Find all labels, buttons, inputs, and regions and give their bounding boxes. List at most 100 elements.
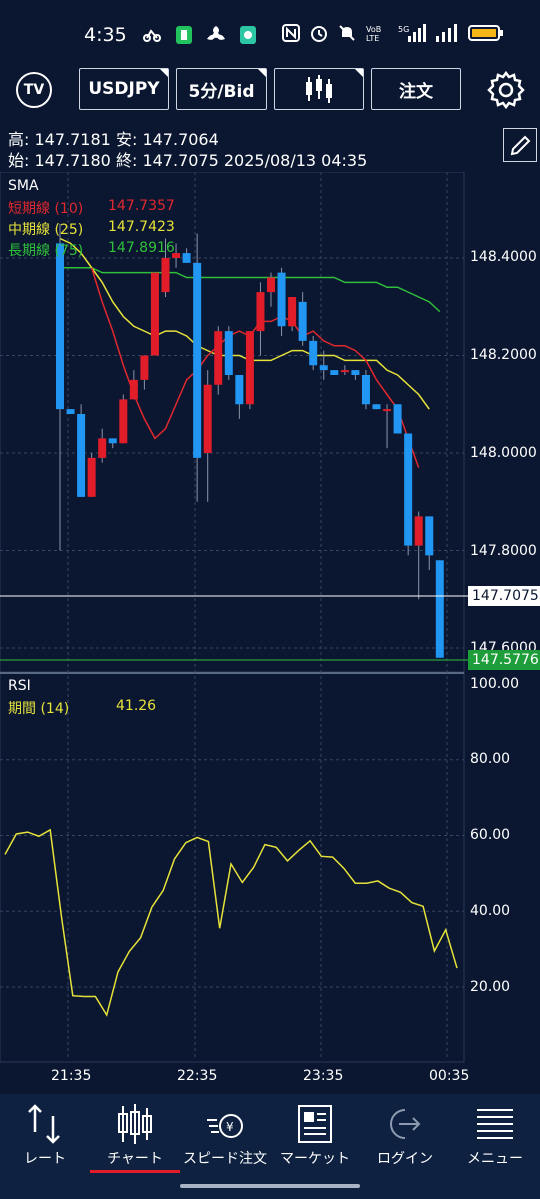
candle-body bbox=[319, 365, 328, 371]
candlestick-icon bbox=[306, 75, 332, 103]
low-value: 147.7064 bbox=[142, 130, 219, 149]
nav-login[interactable]: ログイン bbox=[360, 1094, 450, 1172]
corner-marker bbox=[355, 69, 363, 77]
svg-text:VoB: VoB bbox=[366, 25, 381, 34]
rsi-title: RSI bbox=[8, 678, 31, 694]
candle-body bbox=[119, 399, 128, 444]
status-bar: 4:35 VoB LTE 5G bbox=[0, 0, 540, 60]
timeframe-button[interactable]: 5分/Bid bbox=[176, 68, 267, 110]
svg-text:5G: 5G bbox=[398, 25, 409, 34]
sma-long-price-label: 147.5776 bbox=[468, 650, 540, 670]
open-label: 始: bbox=[8, 151, 30, 170]
candle-body bbox=[140, 355, 149, 380]
gear-icon[interactable] bbox=[486, 70, 526, 110]
rsi-value: 41.26 bbox=[116, 698, 157, 714]
candle-body bbox=[129, 379, 138, 400]
candle-body bbox=[56, 243, 64, 410]
timeframe-label: 5分/Bid bbox=[188, 81, 255, 102]
price-tick: 148.4000 bbox=[470, 249, 537, 265]
nav-label: マーケット bbox=[280, 1151, 350, 1167]
sma-long-line bbox=[60, 267, 441, 313]
datetime-value: 2025/08/13 04:35 bbox=[223, 151, 368, 170]
mute-icon bbox=[339, 25, 355, 41]
ohlc-info: 高: 147.7181 安: 147.7064 始: 147.7180 終: 1… bbox=[0, 124, 540, 172]
chart-icon bbox=[118, 1104, 152, 1144]
sma-mid-line bbox=[59, 237, 430, 410]
nav-label: メニュー bbox=[467, 1151, 523, 1167]
candle-body bbox=[256, 292, 265, 332]
sma-mid-value: 147.7423 bbox=[108, 219, 175, 235]
open-value: 147.7180 bbox=[34, 151, 111, 170]
tradingview-logo[interactable]: TV bbox=[16, 72, 52, 108]
candle-body bbox=[98, 438, 107, 458]
candle-body bbox=[150, 272, 159, 356]
nav-chart[interactable]: チャート bbox=[90, 1094, 180, 1172]
candle-body bbox=[224, 331, 233, 375]
app-notification-icon bbox=[176, 26, 192, 44]
rsi-tick: 40.00 bbox=[470, 903, 511, 919]
close-label: 終: bbox=[115, 151, 138, 170]
battery-icon bbox=[468, 25, 503, 41]
corner-marker bbox=[258, 69, 266, 77]
chart-type-button[interactable] bbox=[274, 68, 364, 110]
candle-body bbox=[288, 297, 297, 327]
current-price-label: 147.7075 bbox=[468, 586, 540, 606]
candle-body bbox=[435, 560, 444, 658]
low-label: 安: bbox=[115, 130, 138, 149]
fan-icon bbox=[207, 26, 225, 40]
candle-body bbox=[108, 438, 117, 444]
candle-body bbox=[214, 331, 223, 385]
rsi-tick: 80.00 bbox=[470, 751, 511, 767]
nav-label: チャート bbox=[107, 1151, 163, 1167]
price-tick: 148.2000 bbox=[470, 347, 537, 363]
nfc-icon bbox=[282, 24, 300, 42]
active-tab-indicator bbox=[90, 1170, 180, 1173]
nav-menu[interactable]: メニュー bbox=[450, 1094, 540, 1172]
candle-body bbox=[182, 253, 191, 263]
candle-body bbox=[340, 370, 349, 373]
ohlc-line-2: 始: 147.7180 終: 147.7075 2025/08/13 04:35 bbox=[8, 147, 367, 171]
sma-mid-label: 中期線 (25) bbox=[8, 222, 84, 238]
symbol-label: USDJPY bbox=[88, 79, 160, 99]
candle-body bbox=[277, 272, 286, 327]
sma-short-value: 147.7357 bbox=[108, 198, 175, 214]
time-tick: 22:35 bbox=[177, 1068, 218, 1084]
corner-marker bbox=[160, 69, 168, 77]
rsi-period-label: 期間 (14) bbox=[8, 701, 70, 717]
bottom-navigation: レート チャート ¥ スピード注文 マーケット ログイン メニュー bbox=[0, 1094, 540, 1199]
signal-icon bbox=[436, 24, 457, 42]
alarm-icon bbox=[311, 26, 327, 42]
nav-market[interactable]: マーケット bbox=[270, 1094, 360, 1172]
candle-body bbox=[330, 370, 339, 375]
candle-body bbox=[351, 370, 360, 375]
drawing-tool-button[interactable] bbox=[503, 128, 537, 162]
high-label: 高: bbox=[8, 130, 30, 149]
newspaper-icon bbox=[298, 1105, 332, 1143]
price-chart[interactable] bbox=[0, 172, 540, 1092]
order-button[interactable]: 注文 bbox=[371, 68, 461, 110]
rsi-tick: 20.00 bbox=[470, 979, 511, 995]
svg-text:LTE: LTE bbox=[366, 34, 379, 42]
rsi-tick: 100.00 bbox=[470, 676, 519, 692]
close-value: 147.7075 bbox=[142, 151, 219, 170]
speed-order-icon: ¥ bbox=[207, 1114, 243, 1138]
nav-rate[interactable]: レート bbox=[0, 1094, 90, 1172]
candle-body bbox=[425, 516, 434, 556]
candle-body bbox=[172, 253, 181, 258]
candle-body bbox=[372, 404, 381, 410]
nav-label: レート bbox=[24, 1151, 66, 1167]
candle-body bbox=[309, 340, 318, 366]
price-tick: 148.0000 bbox=[470, 445, 537, 461]
nav-speed-order[interactable]: ¥ スピード注文 bbox=[180, 1094, 270, 1172]
home-indicator[interactable] bbox=[180, 1184, 360, 1188]
symbol-button[interactable]: USDJPY bbox=[79, 68, 169, 110]
candle-body bbox=[203, 384, 212, 453]
sma-title: SMA bbox=[8, 178, 39, 194]
candle-body bbox=[404, 433, 413, 546]
signal-5g-icon: 5G bbox=[398, 24, 426, 42]
candle-body bbox=[245, 331, 254, 405]
high-value: 147.7181 bbox=[34, 130, 111, 149]
candle-body bbox=[361, 375, 370, 405]
candle-body bbox=[414, 516, 423, 546]
